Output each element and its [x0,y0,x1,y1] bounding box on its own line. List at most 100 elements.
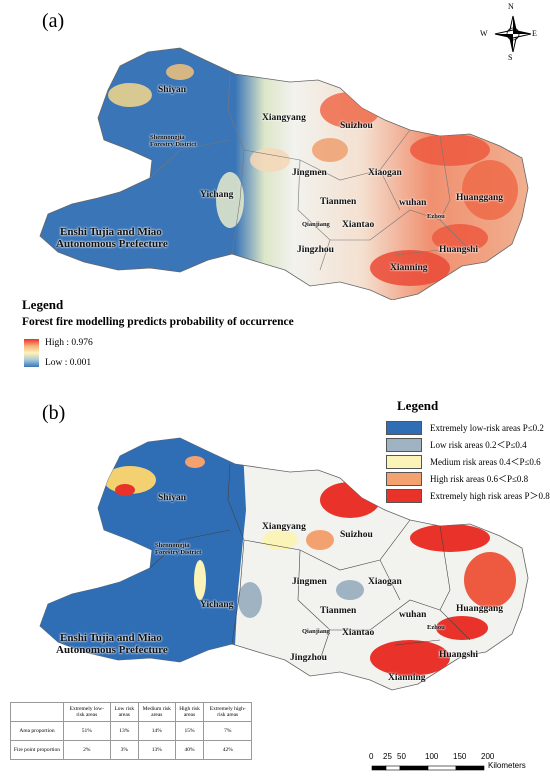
legend-b-item: Medium risk areas 0.4＜P≤0.6 [386,453,550,470]
table-cell: Extremely high-risk areas [203,702,252,722]
table-cell: 42% [203,740,252,760]
legend-a-high: High : 0.976 [45,338,93,348]
place-b-shiyan: Shiyan [158,493,186,503]
place-b-huanggang: Huanggang [456,604,503,614]
place-a-xianning: Xianning [390,263,428,273]
place-b-shennongjia-2: Forestry District [155,549,202,556]
legend-b-item: Extremely high risk areas P＞0.8 [386,487,550,504]
place-b-enshi-2: Autonomous Prefecture [56,644,168,656]
legend-b-label: Extremely high risk areas P＞0.8 [430,491,550,501]
place-a-enshi-1: Enshi Tujia and Miao [60,226,162,238]
compass-e: E [532,29,537,38]
place-b-xiaogan: Xiaogan [368,577,402,587]
place-b-ezhou: Ezhou [427,624,445,631]
place-a-suizhou: Suizhou [340,121,373,131]
legend-b-swatch [386,488,422,503]
legend-b-label: Low risk areas 0.2＜P≤0.4 [430,440,527,450]
scale-bar-segment [399,765,429,771]
legend-b-label: Medium risk areas 0.4＜P≤0.6 [430,457,541,467]
place-a-qianjiang: Qianjiang [302,221,330,228]
table-cell: 14% [138,721,176,741]
table-cell: 51% [63,721,111,741]
scale-bar-segment [455,765,485,771]
legend-a-subtitle: Forest fire modelling predicts probabili… [22,316,294,328]
compass-s: S [508,53,513,62]
map-b [39,437,529,691]
legend-b-label: Extremely low-risk areas P≤0.2 [430,422,544,433]
place-b-yichang: Yichang [200,600,234,610]
place-b-tianmen: Tianmen [320,606,357,616]
table-row: Area proportion 51% 13% 14% 15% 7% [10,721,252,741]
legend-a-low: Low : 0.001 [45,358,92,368]
table-cell: 15% [174,721,205,741]
place-b-qianjiang: Qianjiang [302,628,330,635]
table-cell: 2% [63,740,111,760]
table-cell: 40% [174,740,205,760]
place-a-jingzhou: Jingzhou [297,245,334,255]
place-b-xiangyang: Xiangyang [262,522,306,532]
place-b-shennongjia-1: Shennongjia [155,542,190,549]
table-cell: 13% [109,721,140,741]
table-cell: High risk areas [174,702,205,722]
scale-bar-tick: 150 [453,752,467,761]
table-cell: Medium risk areas [138,702,176,722]
scale-bar-unit: Kilometers [488,761,526,770]
panel-a-label: (a) [42,10,65,32]
legend-b-swatch [386,471,422,486]
scale-bar [371,765,485,771]
map-a [39,47,529,300]
place-a-wuhan: wuhan [399,198,427,208]
place-b-jingmen: Jingmen [292,577,327,587]
legend-b-label: High risk areas 0.6＜P≤0.8 [430,474,529,484]
table-cell: Area proportion [10,721,64,741]
legend-b-swatch [386,454,422,469]
table-row: Extremely low-risk areas Low risk areas Me… [10,702,252,722]
place-a-ezhou: Ezhou [427,213,445,220]
place-a-shennongjia-1: Shennongjia [150,134,185,141]
table-cell: 3% [109,740,140,760]
legend-b-list: Extremely low-risk areas P≤0.2 Low risk a… [386,419,550,504]
place-b-jingzhou: Jingzhou [290,653,327,663]
legend-b-swatch [386,420,422,435]
place-b-xianning: Xianning [388,673,426,683]
table-cell [10,702,64,722]
place-a-yichang: Yichang [200,190,234,200]
place-a-shiyan: Shiyan [158,85,186,95]
scale-bar-tick: 25 [383,752,392,761]
north-arrow-icon [494,15,532,53]
place-a-huangshi: Huangshi [439,245,479,255]
table-cell: 13% [138,740,176,760]
legend-b-swatch [386,437,422,452]
legend-a-gradient [24,339,39,367]
place-a-jingmen: Jingmen [292,168,327,178]
scale-bar-tick: 50 [397,752,406,761]
place-a-xiantao: Xiantao [342,220,375,230]
table-cell: Fire point proportion [10,740,64,760]
place-b-suizhou: Suizhou [340,530,373,540]
table-cell: 7% [203,721,252,741]
table-cell: Extremely low-risk areas [63,702,111,722]
scale-bar-tick: 200 [481,752,495,761]
place-a-tianmen: Tianmen [320,197,357,207]
place-a-xiangyang: Xiangyang [262,113,306,123]
panel-b-label: (b) [42,402,66,424]
scale-bar-segment [371,765,387,771]
legend-a-title: Legend [22,297,64,312]
scale-bar-tick: 100 [425,752,439,761]
place-a-huanggang: Huanggang [456,193,503,203]
legend-b-item: Low risk areas 0.2＜P≤0.4 [386,436,550,453]
legend-b-item: Extremely low-risk areas P≤0.2 [386,419,550,436]
legend-b-title: Legend [397,398,439,413]
place-b-wuhan: wuhan [399,610,427,620]
legend-b-item: High risk areas 0.6＜P≤0.8 [386,470,550,487]
place-a-xiaogan: Xiaogan [368,168,402,178]
place-b-enshi-1: Enshi Tujia and Miao [60,632,162,644]
place-a-shennongjia-2: Forestry District [150,141,197,148]
place-b-xiantao: Xiantao [342,628,375,638]
place-b-huangshi: Huangshi [439,650,479,660]
scale-bar-tick: 0 [369,752,374,761]
table-cell: Low risk areas [109,702,140,722]
place-a-enshi-2: Autonomous Prefecture [56,238,168,250]
compass-n: N [508,2,514,11]
compass-w: W [480,29,488,38]
